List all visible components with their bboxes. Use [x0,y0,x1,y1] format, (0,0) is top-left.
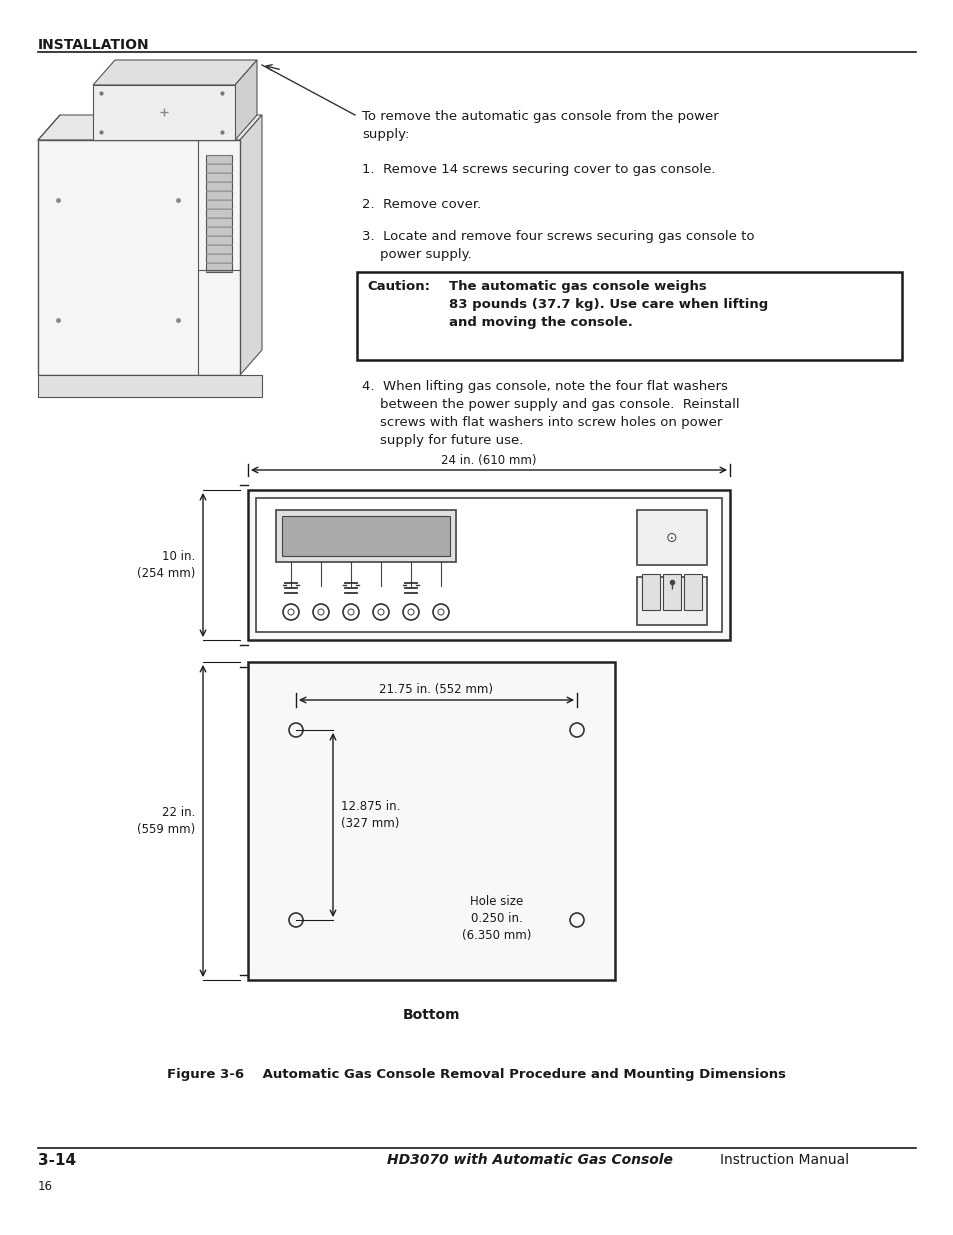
Bar [275,510,456,562]
Text: Instruction Manual: Instruction Manual [720,1153,848,1167]
Bar [662,574,680,610]
Text: ⊙: ⊙ [665,531,677,545]
Text: screws with flat washers into screw holes on power: screws with flat washers into screw hole… [379,416,721,429]
Polygon shape [92,61,256,85]
Text: 3.  Locate and remove four screws securing gas console to: 3. Locate and remove four screws securin… [361,230,754,243]
Text: Bottom: Bottom [402,1008,459,1023]
Text: 10 in.
(254 mm): 10 in. (254 mm) [136,550,194,580]
Polygon shape [38,115,262,140]
Bar [248,490,729,640]
Text: power supply.: power supply. [379,248,471,261]
Polygon shape [234,61,256,140]
Text: and moving the console.: and moving the console. [449,316,632,329]
Text: 1.  Remove 14 screws securing cover to gas console.: 1. Remove 14 screws securing cover to ga… [361,163,715,177]
Text: 16: 16 [38,1179,53,1193]
Bar [248,662,615,981]
Text: The automatic gas console weighs: The automatic gas console weighs [449,280,706,293]
Text: 2.  Remove cover.: 2. Remove cover. [361,198,480,211]
Text: between the power supply and gas console.  Reinstall: between the power supply and gas console… [379,398,739,411]
Text: Caution:: Caution: [367,280,430,293]
Text: 4.  When lifting gas console, note the four flat washers: 4. When lifting gas console, note the fo… [361,380,727,393]
Bar [255,498,721,632]
Text: INSTALLATION: INSTALLATION [38,38,150,52]
Text: 22 in.
(559 mm): 22 in. (559 mm) [136,806,194,836]
Text: Figure 3-6    Automatic Gas Console Removal Procedure and Mounting Dimensions: Figure 3-6 Automatic Gas Console Removal… [168,1068,785,1081]
Text: 3-14: 3-14 [38,1153,76,1168]
Bar [282,516,450,556]
Bar [356,272,901,359]
Bar [683,574,701,610]
Text: 24 in. (610 mm): 24 in. (610 mm) [441,454,537,467]
Text: 12.875 in.
(327 mm): 12.875 in. (327 mm) [340,800,400,830]
Text: supply for future use.: supply for future use. [379,433,523,447]
Text: HD3070 with Automatic Gas Console: HD3070 with Automatic Gas Console [387,1153,672,1167]
Bar [641,574,659,610]
Text: 83 pounds (37.7 kg). Use care when lifting: 83 pounds (37.7 kg). Use care when lifti… [449,298,767,311]
Bar [38,140,240,375]
Bar [38,375,262,396]
Text: supply:: supply: [361,128,409,141]
Text: To remove the automatic gas console from the power: To remove the automatic gas console from… [361,110,718,124]
Bar [637,577,706,625]
Text: 21.75 in. (552 mm): 21.75 in. (552 mm) [379,683,493,697]
Bar [206,156,232,272]
Polygon shape [240,115,262,375]
Bar [92,85,234,140]
Text: Hole size
0.250 in.
(6.350 mm): Hole size 0.250 in. (6.350 mm) [462,895,531,942]
Bar [637,510,706,564]
